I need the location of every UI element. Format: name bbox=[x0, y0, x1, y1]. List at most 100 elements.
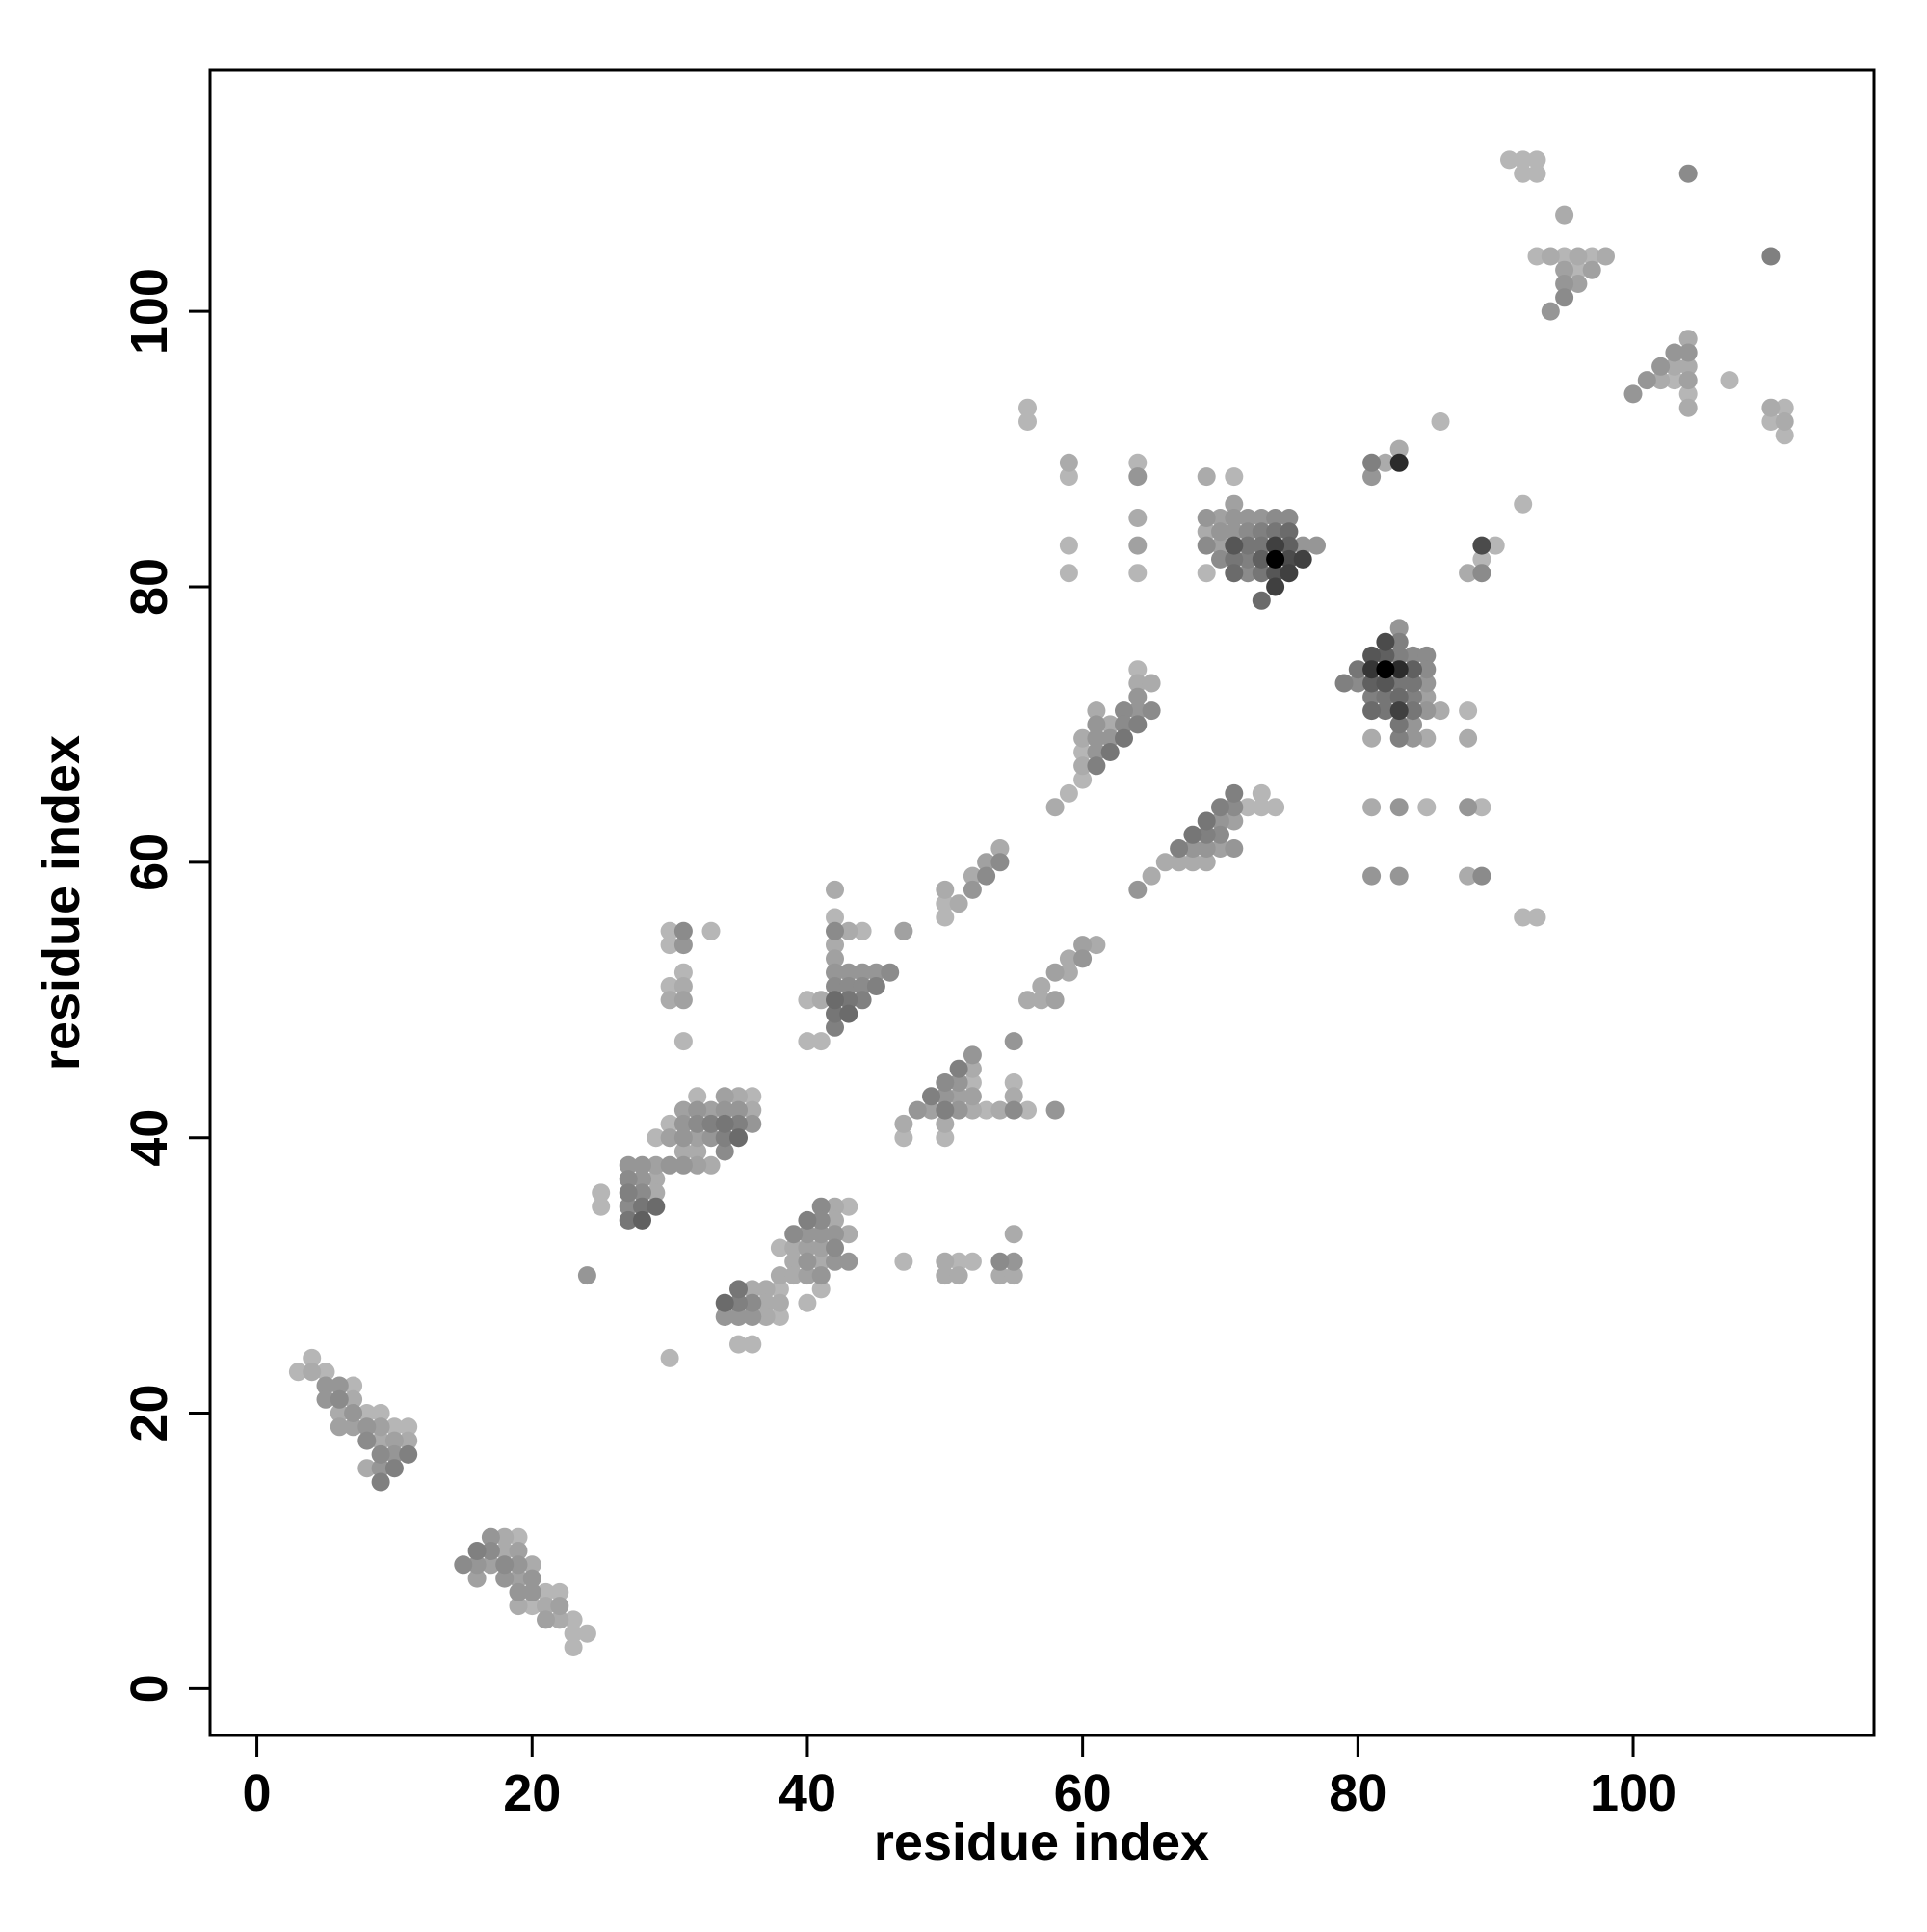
data-point bbox=[839, 977, 858, 995]
data-point bbox=[743, 1308, 762, 1326]
data-point bbox=[963, 866, 982, 886]
data-point bbox=[673, 936, 693, 955]
data-point bbox=[936, 1073, 955, 1092]
data-point bbox=[811, 1197, 831, 1216]
data-point bbox=[1362, 674, 1382, 693]
data-point bbox=[894, 1128, 913, 1148]
data-point bbox=[1404, 728, 1422, 748]
data-point bbox=[1059, 467, 1078, 487]
data-point bbox=[1004, 1252, 1023, 1271]
data-point bbox=[1183, 839, 1202, 858]
data-point bbox=[1128, 660, 1148, 679]
data-point bbox=[1211, 839, 1229, 858]
data-point bbox=[1472, 564, 1491, 583]
data-point bbox=[1211, 811, 1229, 831]
x-tick-label: 20 bbox=[503, 1764, 561, 1822]
data-point bbox=[866, 977, 885, 995]
data-point bbox=[1004, 1073, 1023, 1092]
data-point bbox=[839, 991, 858, 1010]
y-tick-label: 0 bbox=[120, 1674, 178, 1703]
data-point bbox=[936, 1100, 955, 1120]
data-point bbox=[1280, 522, 1299, 542]
y-tick-label: 40 bbox=[120, 1109, 178, 1167]
data-point bbox=[344, 1404, 363, 1422]
data-point bbox=[894, 921, 913, 940]
data-point bbox=[1183, 825, 1202, 844]
data-point bbox=[990, 1100, 1010, 1120]
data-point bbox=[826, 1018, 844, 1037]
data-point bbox=[384, 1417, 404, 1437]
data-point bbox=[1128, 715, 1148, 734]
data-point bbox=[1018, 398, 1037, 417]
data-point bbox=[1555, 288, 1574, 307]
data-point bbox=[1334, 674, 1354, 693]
data-point bbox=[330, 1404, 349, 1422]
data-point bbox=[990, 853, 1010, 872]
data-point bbox=[839, 1252, 858, 1271]
data-point bbox=[811, 1252, 831, 1271]
data-point bbox=[1225, 536, 1244, 555]
data-point bbox=[1555, 260, 1574, 279]
data-point bbox=[715, 1114, 734, 1133]
data-point bbox=[1582, 247, 1601, 266]
data-point bbox=[701, 1128, 721, 1148]
data-point bbox=[770, 1308, 789, 1326]
data-point bbox=[1472, 536, 1491, 555]
data-point bbox=[1211, 509, 1229, 527]
data-point bbox=[1238, 522, 1257, 542]
data-point bbox=[509, 1569, 528, 1588]
data-point bbox=[949, 1266, 968, 1285]
data-point bbox=[1404, 674, 1422, 693]
data-point bbox=[839, 1197, 858, 1216]
data-point bbox=[1197, 536, 1216, 555]
data-point bbox=[1348, 674, 1367, 693]
data-point bbox=[715, 1100, 734, 1120]
data-point bbox=[811, 1238, 831, 1257]
data-point bbox=[1266, 536, 1285, 555]
data-point bbox=[1389, 866, 1409, 886]
data-point bbox=[660, 1128, 679, 1148]
data-point bbox=[688, 1155, 707, 1175]
data-point bbox=[729, 1114, 748, 1133]
data-point bbox=[1362, 467, 1382, 487]
data-point bbox=[660, 1155, 679, 1175]
data-point bbox=[467, 1555, 487, 1575]
data-point bbox=[357, 1404, 377, 1422]
data-point bbox=[577, 1266, 596, 1285]
data-point bbox=[619, 1183, 638, 1203]
data-point bbox=[647, 1128, 666, 1148]
data-point bbox=[1404, 646, 1422, 665]
data-point bbox=[1032, 977, 1051, 995]
data-point bbox=[1128, 467, 1148, 487]
data-point bbox=[1073, 936, 1093, 955]
data-point bbox=[977, 866, 996, 886]
data-point bbox=[357, 1417, 377, 1437]
data-point bbox=[1059, 564, 1078, 583]
data-point bbox=[1527, 164, 1546, 183]
data-point bbox=[1018, 991, 1037, 1010]
data-point bbox=[619, 1155, 638, 1175]
data-point bbox=[1225, 494, 1244, 514]
data-point bbox=[550, 1582, 569, 1601]
data-point bbox=[1170, 853, 1189, 872]
data-point bbox=[894, 1114, 913, 1133]
data-point bbox=[1128, 701, 1148, 721]
data-point bbox=[1238, 549, 1257, 569]
y-tick-label: 100 bbox=[120, 268, 178, 355]
data-point bbox=[1389, 439, 1409, 459]
points-layer bbox=[288, 150, 1794, 1656]
data-point bbox=[647, 1170, 666, 1189]
data-point bbox=[1555, 275, 1574, 293]
data-point bbox=[344, 1417, 363, 1437]
data-point bbox=[1238, 564, 1257, 583]
data-point bbox=[826, 963, 844, 982]
data-point bbox=[1362, 798, 1382, 817]
data-point bbox=[743, 1335, 762, 1354]
data-point bbox=[660, 936, 679, 955]
data-point bbox=[826, 1210, 844, 1230]
data-point bbox=[1376, 701, 1395, 721]
data-point bbox=[1459, 866, 1478, 886]
data-point bbox=[1252, 509, 1271, 527]
